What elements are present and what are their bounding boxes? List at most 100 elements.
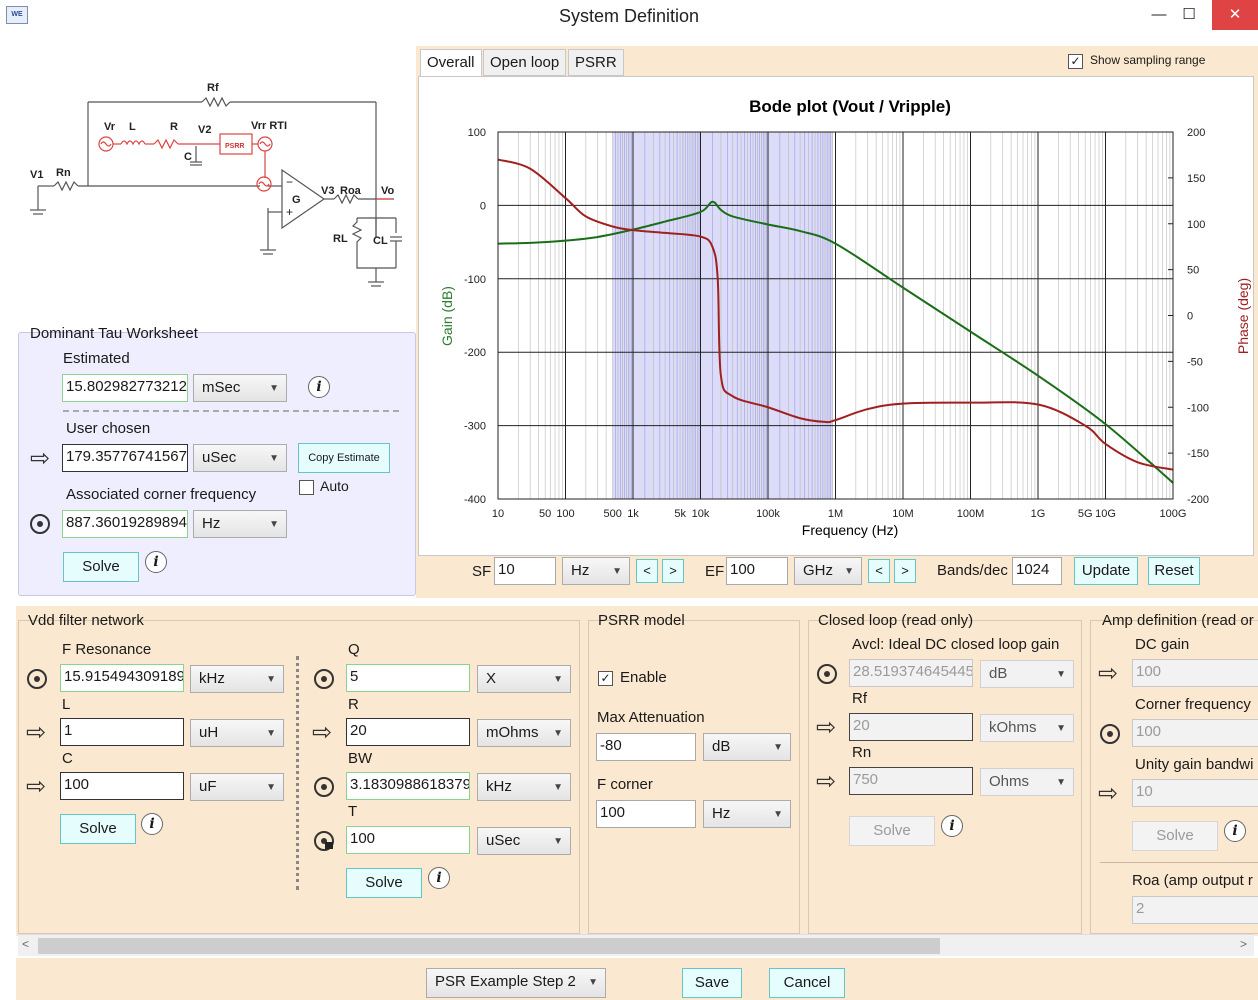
f-resonance-unit-select[interactable]: kHz ▼ (190, 665, 284, 693)
avcl-field[interactable]: 28.5193746454456 (849, 659, 973, 687)
f-resonance-label: F Resonance (62, 641, 152, 658)
x-tick-label: 1G (1031, 508, 1046, 520)
save-button[interactable]: Save (682, 968, 742, 998)
dc-gain-field[interactable]: 100 (1132, 659, 1258, 687)
solve-target-icon (817, 664, 837, 684)
auto-checkbox[interactable] (299, 480, 314, 495)
ef-prev-button[interactable]: < (868, 559, 890, 583)
user-chosen-label: User chosen (66, 420, 151, 437)
corner-frequency-field[interactable]: 887.360192898943 (62, 510, 188, 538)
estimated-info-icon[interactable]: i (308, 376, 330, 398)
y-axis-label: Gain (dB) (439, 286, 455, 346)
f-corner-field[interactable]: 100 (596, 800, 696, 828)
estimated-unit-select[interactable]: mSec ▼ (193, 374, 287, 402)
ef-next-button[interactable]: > (894, 559, 916, 583)
r-unit-select[interactable]: mOhms ▼ (477, 719, 571, 747)
corner-frequency-field[interactable]: 100 (1132, 719, 1258, 747)
roa-field[interactable]: 2 (1132, 896, 1258, 924)
rn-field[interactable]: 750 (849, 767, 973, 795)
f-corner-unit-select[interactable]: Hz ▼ (703, 800, 791, 828)
bw-field[interactable]: 3.18309886183791 (346, 772, 470, 800)
show-sampling-range-checkbox[interactable]: ✓ (1068, 54, 1083, 69)
amp-info-icon[interactable]: i (1224, 820, 1246, 842)
bw-unit-select[interactable]: kHz ▼ (477, 773, 571, 801)
preset-select[interactable]: PSR Example Step 2 ▼ (426, 968, 606, 998)
t-field[interactable]: 100 (346, 826, 470, 854)
sf-next-button[interactable]: > (662, 559, 684, 583)
ef-field[interactable]: 100 (726, 557, 788, 585)
q-unit-select[interactable]: X ▼ (477, 665, 571, 693)
amp-solve-button[interactable]: Solve (1132, 821, 1218, 851)
bands-field[interactable]: 1024 (1012, 557, 1062, 585)
r-field[interactable]: 20 (346, 718, 470, 746)
scroll-left-icon[interactable]: < (22, 937, 30, 951)
locked-target-icon (314, 831, 334, 851)
schematic-label-g: G (292, 194, 301, 206)
x-tick-label: 100M (957, 508, 985, 520)
maximize-button[interactable]: ☐ (1182, 6, 1196, 23)
rf-unit-select[interactable]: kOhms ▼ (980, 714, 1074, 742)
rn-unit-select[interactable]: Ohms ▼ (980, 768, 1074, 796)
y-tick-label: 0 (480, 200, 486, 212)
closed-loop-solve-button[interactable]: Solve (849, 816, 935, 846)
l-field[interactable]: 1 (60, 718, 184, 746)
tab-overall[interactable]: Overall (420, 49, 482, 77)
tau-info-icon[interactable]: i (145, 551, 167, 573)
svg-text:−: − (286, 175, 293, 189)
rn-label: Rn (852, 744, 872, 761)
tau-solve-button[interactable]: Solve (63, 552, 139, 582)
sampling-range-band (612, 132, 833, 499)
enable-checkbox[interactable]: ✓ (598, 671, 613, 686)
schematic-label-v3: V3 (321, 185, 334, 197)
user-chosen-field[interactable]: 179.357767415673 (62, 444, 188, 472)
close-button[interactable]: ✕ (1212, 0, 1258, 30)
avcl-unit-select[interactable]: dB ▼ (980, 660, 1074, 688)
c-field[interactable]: 100 (60, 772, 184, 800)
sf-unit-select[interactable]: Hz ▼ (562, 557, 630, 585)
reset-button[interactable]: Reset (1148, 557, 1200, 585)
horizontal-scrollbar[interactable]: < > (18, 934, 1254, 956)
rf-field[interactable]: 20 (849, 713, 973, 741)
right-arrow-icon: ⇨ (26, 773, 47, 800)
corner-frequency-label: Corner frequency (1135, 696, 1251, 713)
schematic-label-vr: Vr (104, 121, 116, 133)
x-tick-label: 100G (1160, 508, 1187, 520)
corner-unit-select[interactable]: Hz ▼ (193, 510, 287, 538)
t-unit-select[interactable]: uSec ▼ (477, 827, 571, 855)
ef-unit-select[interactable]: GHz ▼ (794, 557, 862, 585)
f-resonance-field[interactable]: 15.9154943091895 (60, 664, 184, 692)
c-unit-select[interactable]: uF ▼ (190, 773, 284, 801)
tab-open-loop[interactable]: Open loop (483, 49, 567, 76)
tab-psrr[interactable]: PSRR (568, 49, 624, 76)
scroll-right-icon[interactable]: > (1240, 937, 1248, 951)
y-tick-label: -400 (464, 494, 486, 506)
max-attenuation-field[interactable]: -80 (596, 733, 696, 761)
l-unit-select[interactable]: uH ▼ (190, 719, 284, 747)
chart-title: Bode plot (Vout / Vripple) (749, 97, 951, 116)
user-unit-select[interactable]: uSec ▼ (193, 444, 287, 472)
minimize-button[interactable]: — (1151, 6, 1167, 23)
scrollbar-thumb[interactable] (38, 938, 940, 954)
vdd-q-info-icon[interactable]: i (428, 867, 450, 889)
max-attenuation-unit-select[interactable]: dB ▼ (703, 733, 791, 761)
vdd-q-solve-button[interactable]: Solve (346, 868, 422, 898)
vdd-solve-button[interactable]: Solve (60, 814, 136, 844)
estimated-field[interactable]: 15.8029827732127 (62, 374, 188, 402)
sf-prev-button[interactable]: < (636, 559, 658, 583)
amp-definition-group (1090, 620, 1258, 934)
update-button[interactable]: Update (1074, 557, 1138, 585)
x-tick-label: 50 (539, 508, 551, 520)
q-field[interactable]: 5 (346, 664, 470, 692)
roa-label: Roa (amp output r (1132, 872, 1253, 889)
right-arrow-icon: ⇨ (816, 714, 837, 741)
sf-field[interactable]: 10 (494, 557, 556, 585)
schematic-label-rn: Rn (56, 167, 71, 179)
cancel-button[interactable]: Cancel (769, 968, 845, 998)
x-tick-label: 1M (828, 508, 843, 520)
right-arrow-icon: ⇨ (30, 445, 51, 472)
l-label: L (62, 696, 71, 713)
vdd-info-icon[interactable]: i (141, 813, 163, 835)
unity-gain-bandwidth-field[interactable]: 10 (1132, 779, 1258, 807)
closed-loop-info-icon[interactable]: i (941, 815, 963, 837)
copy-estimate-button[interactable]: Copy Estimate (298, 443, 390, 473)
